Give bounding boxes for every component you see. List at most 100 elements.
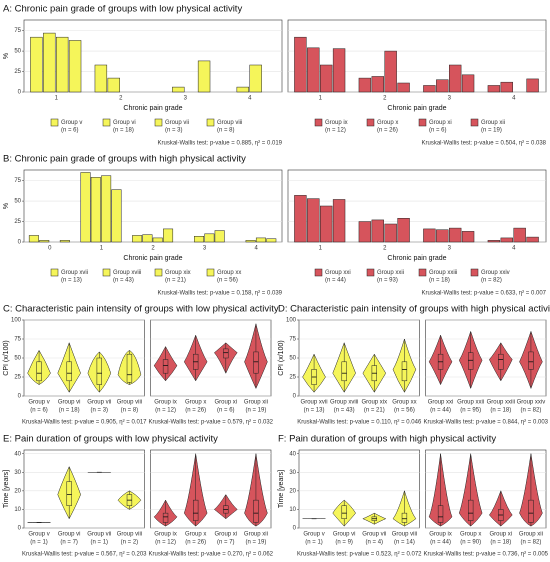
y-tick-label: 0 xyxy=(18,394,22,400)
panel-title: E: Pain duration of groups with low phys… xyxy=(3,434,218,445)
x-tick-label: Group xi xyxy=(214,400,237,406)
legend-label: Group xx xyxy=(217,270,241,276)
x-tick-sublabel: (n = 14) xyxy=(394,540,415,546)
x-tick-label: Group x xyxy=(185,532,206,538)
x-tick-label: Group vi xyxy=(333,532,356,538)
y-tick-label: 50 xyxy=(14,356,21,362)
x-tick-label: 4 xyxy=(512,96,516,102)
x-tick-sublabel: (n = 26) xyxy=(185,408,206,414)
y-tick-label: 40 xyxy=(14,451,21,457)
bar xyxy=(320,205,333,243)
y-tick-label: 50 xyxy=(14,199,21,205)
x-tick-label: 4 xyxy=(248,96,252,102)
box xyxy=(162,359,169,374)
legend-sublabel: (n = 44) xyxy=(325,278,346,284)
stat-note: Kruskal-Wallis test: p-value = 0.270, η²… xyxy=(148,552,273,558)
bar xyxy=(172,86,185,93)
legend-label: Group xi xyxy=(429,120,452,126)
x-tick-sublabel: (n = 13) xyxy=(304,408,325,414)
legend-swatch xyxy=(102,118,111,127)
x-axis-label: Chronic pain grade xyxy=(387,105,446,112)
x-tick-label: 3 xyxy=(184,96,188,102)
x-tick-label: Group xii xyxy=(519,532,543,538)
bar xyxy=(204,233,215,243)
x-tick-sublabel: (n = 12) xyxy=(155,540,176,546)
stat-note: Kruskal-Wallis test: p-value = 0.158, η²… xyxy=(157,291,282,297)
legend-sublabel: (n = 13) xyxy=(61,278,82,284)
box xyxy=(223,348,229,359)
x-tick-label: Group xxi xyxy=(428,400,454,406)
box xyxy=(437,505,444,523)
x-tick-label: 2 xyxy=(383,96,387,102)
stat-note: Kruskal-Wallis test: p-value = 0.579, η²… xyxy=(148,420,273,426)
y-axis-label: CPI (x/100) xyxy=(3,340,10,375)
bar xyxy=(526,78,539,93)
legend-sublabel: (n = 8) xyxy=(217,128,235,134)
legend-sublabel: (n = 43) xyxy=(113,278,134,284)
bar xyxy=(80,172,91,243)
y-axis-label: CPI (x/100) xyxy=(278,340,285,375)
x-tick-label: 4 xyxy=(512,246,516,252)
legend-swatch xyxy=(206,118,215,127)
y-tick-label: 75 xyxy=(14,178,21,184)
bar xyxy=(94,64,108,93)
legend-swatch xyxy=(154,268,163,277)
bar xyxy=(436,79,449,93)
y-axis-label: % xyxy=(3,203,10,209)
box xyxy=(253,351,259,374)
bar xyxy=(436,229,449,243)
bar xyxy=(107,77,120,93)
bar xyxy=(513,227,526,243)
x-tick-label: Group xxiv xyxy=(517,400,546,406)
legend-swatch xyxy=(470,118,479,127)
x-tick-sublabel: (n = 9) xyxy=(335,540,353,546)
x-tick-label: Group vi xyxy=(58,400,81,406)
box xyxy=(468,499,474,521)
bar xyxy=(487,85,501,93)
box xyxy=(253,499,259,523)
y-tick-label: 50 xyxy=(289,356,296,362)
x-tick-sublabel: (n = 19) xyxy=(246,540,267,546)
box xyxy=(66,481,72,506)
x-tick-sublabel: (n = 44) xyxy=(430,408,451,414)
x-tick-sublabel: (n = 56) xyxy=(394,408,415,414)
x-tick-sublabel: (n = 18) xyxy=(59,408,80,414)
bar xyxy=(90,177,101,243)
y-tick-label: 20 xyxy=(14,488,21,494)
legend-swatch xyxy=(366,118,375,127)
x-tick-label: Group ix xyxy=(429,532,452,538)
bar xyxy=(59,240,70,243)
legend-sublabel: (n = 93) xyxy=(377,278,398,284)
legend-sublabel: (n = 18) xyxy=(429,278,450,284)
x-tick-label: Group ix xyxy=(154,532,177,538)
stat-note: Kruskal-Wallis test: p-value = 0.736, η²… xyxy=(423,552,548,558)
legend-label: Group xxiv xyxy=(481,270,510,276)
y-tick-label: 75 xyxy=(14,337,21,343)
x-tick-label: 2 xyxy=(151,246,155,252)
stat-note: Kruskal-Wallis test: p-value = 0.905, η²… xyxy=(22,420,147,426)
x-tick-label: Group vii xyxy=(87,532,111,538)
panel-title: D: Characteristic pain intensity of grou… xyxy=(278,304,550,315)
bar xyxy=(39,240,50,243)
legend-swatch xyxy=(154,118,163,127)
x-tick-sublabel: (n = 7) xyxy=(217,540,235,546)
y-tick-label: 25 xyxy=(14,69,21,75)
x-tick-sublabel: (n = 26) xyxy=(185,540,206,546)
y-tick-label: 25 xyxy=(14,375,21,381)
x-tick-label: Group xii xyxy=(244,532,268,538)
box xyxy=(528,499,534,523)
bar xyxy=(487,240,501,243)
stat-note: Kruskal-Wallis test: p-value = 0.885, η²… xyxy=(157,141,282,147)
x-tick-sublabel: (n = 1) xyxy=(30,540,48,546)
x-axis-label: Chronic pain grade xyxy=(387,255,446,262)
legend-label: Group xxii xyxy=(377,270,404,276)
legend-sublabel: (n = 56) xyxy=(217,278,238,284)
x-tick-sublabel: (n = 12) xyxy=(155,408,176,414)
y-tick-label: 30 xyxy=(14,470,21,476)
bar xyxy=(142,234,153,243)
box xyxy=(468,352,474,370)
x-axis-label: Chronic pain grade xyxy=(123,255,182,262)
y-tick-label: 75 xyxy=(289,337,296,343)
stat-note: Kruskal-Wallis test: p-value = 0.844, η²… xyxy=(423,420,548,426)
